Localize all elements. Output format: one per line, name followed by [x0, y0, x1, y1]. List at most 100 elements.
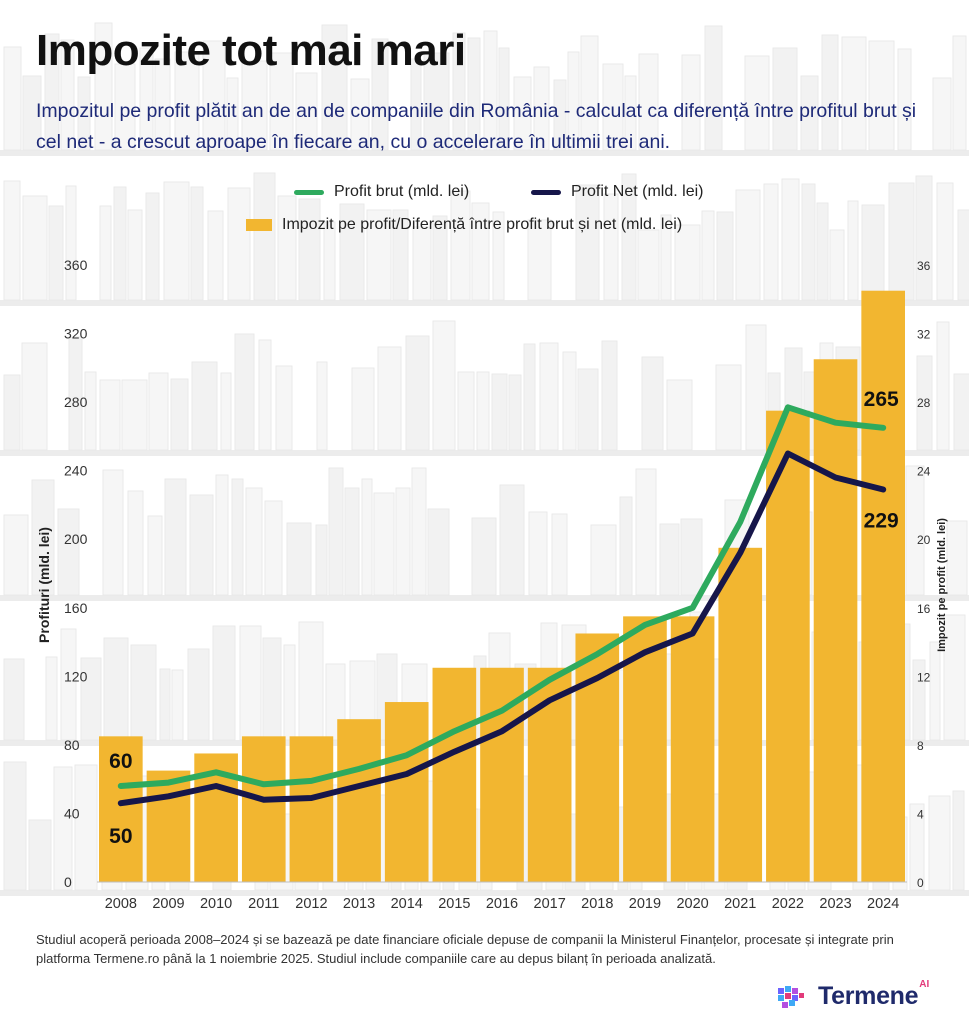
shelf-book — [286, 522, 312, 596]
shelf-book — [283, 644, 296, 741]
shelf-book — [602, 63, 624, 151]
shelf-book — [476, 371, 490, 451]
shelf-book — [491, 373, 508, 451]
shelf-book — [339, 203, 365, 301]
y2-tick-label: 16 — [917, 602, 931, 616]
legend-item-net: Profit Net (mld. lei) — [531, 183, 703, 201]
shelf-book — [207, 210, 224, 301]
shelf-book — [928, 795, 951, 891]
shelf-book — [952, 790, 965, 891]
shelf-book — [427, 508, 450, 596]
tax-bar-2020 — [670, 616, 715, 882]
x-tick-label: 2016 — [486, 896, 518, 912]
legend-label-tax: Impozit pe profit/Diferență între profit… — [282, 216, 683, 233]
x-tick-label: 2008 — [105, 896, 137, 912]
shelf-book — [410, 58, 422, 151]
shelf-book — [241, 60, 268, 151]
shelf-book — [492, 211, 505, 301]
shelf-book — [603, 193, 619, 301]
y-tick-label: 280 — [64, 394, 88, 410]
shelf-book — [121, 379, 148, 451]
shelf-book — [80, 657, 102, 741]
shelf-book — [164, 478, 187, 596]
shelf-book — [350, 78, 370, 151]
data-label-229: 229 — [864, 510, 899, 533]
footnote: Studiul acoperă perioada 2008–2024 și se… — [36, 932, 894, 966]
shelf-book — [159, 668, 171, 741]
shelf-book — [781, 178, 800, 301]
tax-bar-2009 — [146, 770, 191, 882]
net-profit-line — [117, 450, 887, 807]
shelf-book — [74, 764, 98, 891]
shelf-book — [674, 224, 701, 301]
x-tick-label: 2015 — [438, 896, 470, 912]
shelf-book — [471, 202, 490, 301]
shelf-book — [405, 335, 430, 451]
shelf-book — [113, 186, 127, 301]
data-label-50: 50 — [109, 825, 132, 848]
x-tick-label: 2024 — [867, 896, 899, 912]
shelf-book — [680, 518, 703, 596]
page-subtitle: Impozitul pe profit plătit an de an de c… — [36, 100, 917, 153]
shelf-book — [551, 513, 568, 596]
shelf-book — [498, 47, 510, 151]
y2-tick-label: 20 — [917, 533, 931, 547]
shelf-book — [298, 198, 321, 301]
shelf-book — [943, 614, 966, 741]
shelf-book — [772, 47, 798, 151]
shelf-book — [226, 77, 239, 151]
shelf-book — [411, 467, 427, 596]
y2-axis-title: Impozit pe profit (mld. lei) — [936, 518, 948, 652]
y-tick-label: 120 — [64, 668, 88, 684]
tax-bar-2019 — [623, 616, 667, 882]
shelf-book — [127, 209, 143, 301]
shelf-book — [527, 219, 552, 301]
shelf-book — [590, 524, 617, 596]
shelf-book — [45, 656, 58, 741]
shelf-book — [580, 35, 599, 151]
shelf-book — [102, 469, 124, 596]
shelf-book — [457, 371, 475, 451]
shelf-book — [916, 355, 933, 451]
shelf-book — [601, 340, 618, 451]
shelf-book — [905, 465, 925, 596]
shelf-book — [744, 55, 770, 151]
shelf-book — [666, 379, 693, 451]
shelf-book — [897, 48, 912, 151]
shelf-book — [395, 487, 411, 596]
gross-profit-line — [117, 404, 887, 789]
x-tick-label: 2017 — [534, 896, 566, 912]
shelf-book — [637, 229, 660, 301]
shelf-book — [99, 379, 121, 451]
shelf-book — [499, 484, 525, 596]
shelf-book — [619, 496, 633, 596]
profit-tax-chart: 0408012016020024028032036004812162024283… — [36, 257, 948, 912]
shelf-book — [471, 517, 497, 596]
shelf-book — [660, 214, 672, 301]
shelf-book — [467, 37, 481, 151]
shelf-book — [912, 659, 926, 741]
y2-tick-label: 32 — [917, 328, 931, 342]
shelf-book — [539, 342, 559, 451]
y-tick-label: 80 — [64, 737, 80, 753]
shelf-book — [659, 523, 680, 596]
shelf-book — [847, 200, 859, 301]
legend-swatch-net — [531, 189, 561, 195]
shelf-book — [533, 66, 550, 151]
y-tick-label: 240 — [64, 463, 88, 479]
shelf-book — [888, 182, 915, 301]
brand-sup: AI — [919, 979, 930, 990]
shelf-book — [801, 183, 816, 301]
shelf-book — [704, 25, 723, 151]
shelf-book — [316, 361, 328, 451]
shelf-book — [344, 487, 360, 596]
shelf-book — [800, 75, 819, 151]
y2-tick-label: 12 — [917, 670, 931, 684]
x-tick-label: 2018 — [581, 896, 613, 912]
shelf-book — [821, 34, 839, 151]
shelf-book — [553, 79, 567, 151]
legend-swatch-gross — [294, 189, 324, 195]
shelf-book — [523, 343, 536, 451]
shelf-book — [715, 364, 742, 451]
x-tick-label: 2010 — [200, 896, 232, 912]
